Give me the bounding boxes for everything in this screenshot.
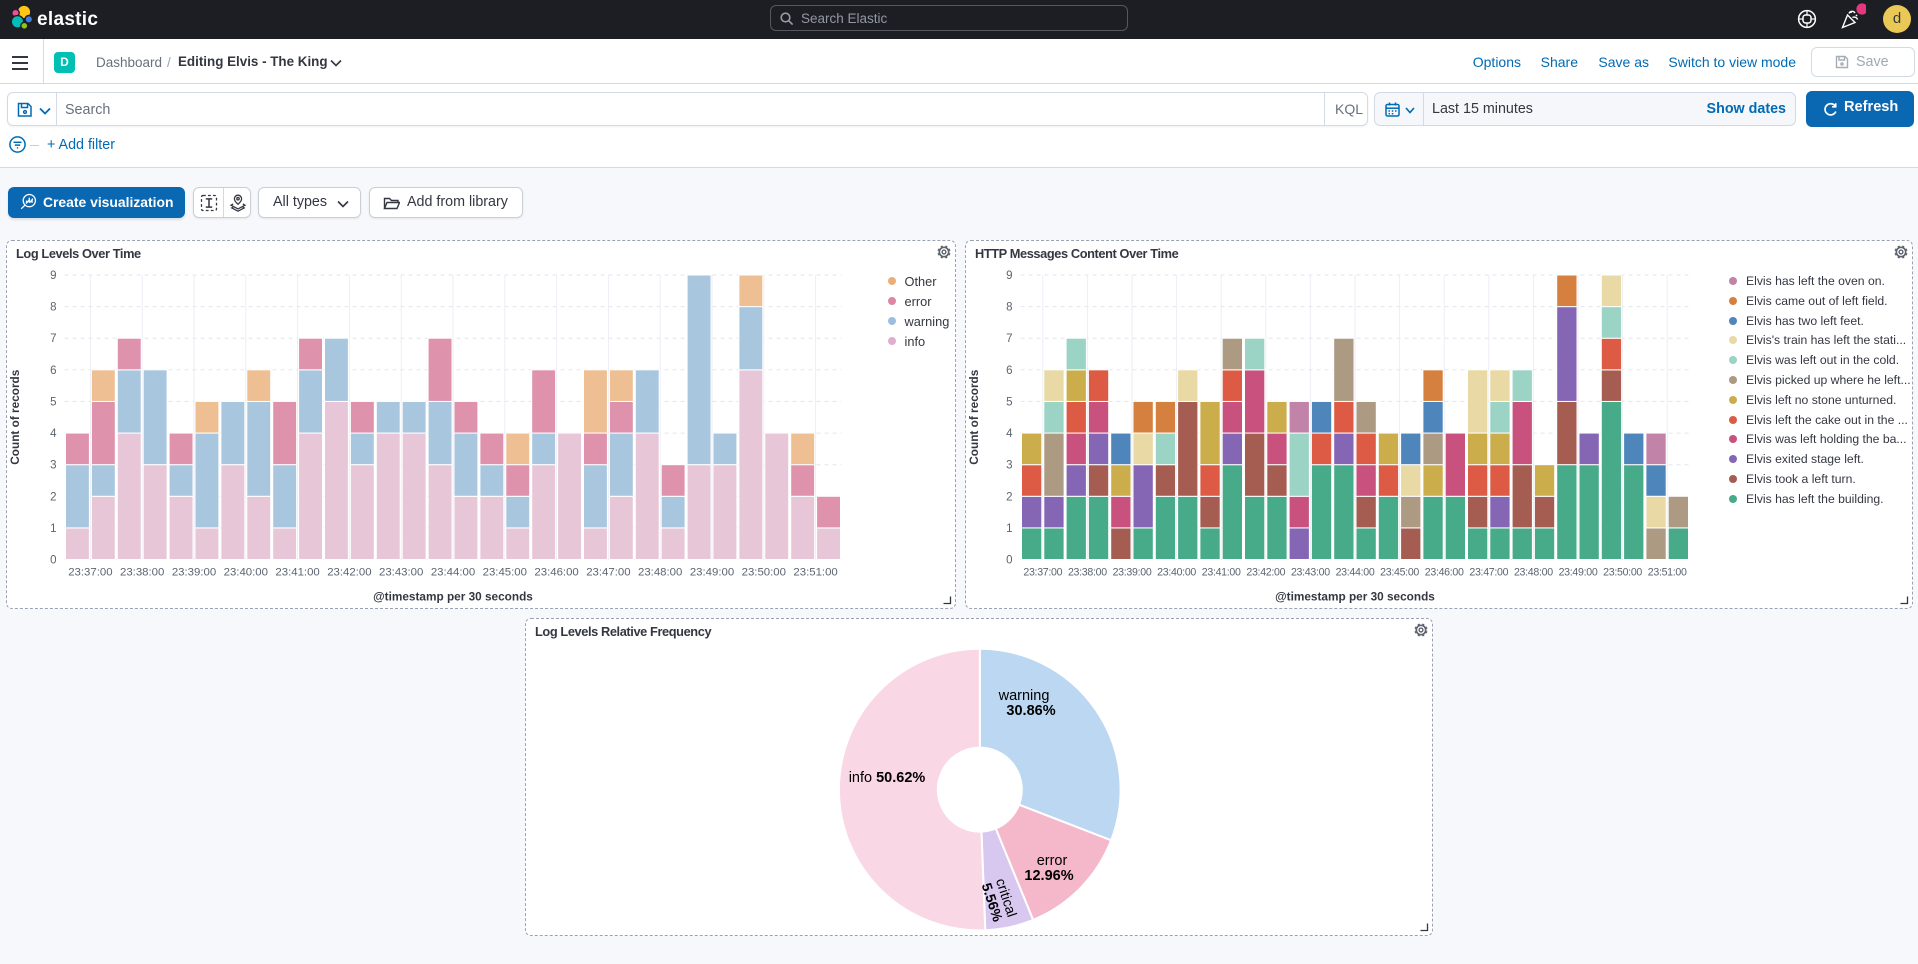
svg-text:1: 1 bbox=[50, 523, 56, 535]
svg-text:30.86%: 30.86% bbox=[1006, 703, 1055, 719]
svg-text:2: 2 bbox=[50, 491, 56, 503]
svg-text:5: 5 bbox=[1006, 396, 1012, 408]
svg-text:23:47:00: 23:47:00 bbox=[586, 567, 630, 579]
svg-text:8: 8 bbox=[50, 302, 56, 314]
svg-text:23:38:00: 23:38:00 bbox=[1068, 567, 1107, 579]
svg-text:23:51:00: 23:51:00 bbox=[793, 567, 837, 579]
svg-text:23:40:00: 23:40:00 bbox=[1157, 567, 1196, 579]
svg-text:23:41:00: 23:41:00 bbox=[1202, 567, 1241, 579]
svg-text:23:50:00: 23:50:00 bbox=[1603, 567, 1642, 579]
svg-text:@timestamp per 30 seconds: @timestamp per 30 seconds bbox=[1275, 590, 1435, 604]
svg-text:23:40:00: 23:40:00 bbox=[224, 567, 268, 579]
svg-text:Count of records: Count of records bbox=[8, 369, 22, 464]
svg-text:12.96%: 12.96% bbox=[1024, 868, 1073, 884]
svg-text:23:47:00: 23:47:00 bbox=[1469, 567, 1508, 579]
svg-text:2: 2 bbox=[1006, 491, 1012, 503]
svg-text:info 50.62%: info 50.62% bbox=[849, 770, 926, 786]
svg-text:0: 0 bbox=[1006, 555, 1012, 567]
svg-text:0: 0 bbox=[50, 555, 56, 567]
svg-text:23:37:00: 23:37:00 bbox=[68, 567, 112, 579]
svg-text:23:43:00: 23:43:00 bbox=[1291, 567, 1330, 579]
svg-text:7: 7 bbox=[1006, 333, 1012, 345]
svg-text:Count of records: Count of records bbox=[967, 369, 981, 464]
svg-text:23:42:00: 23:42:00 bbox=[1246, 567, 1285, 579]
svg-text:23:39:00: 23:39:00 bbox=[1113, 567, 1152, 579]
svg-text:23:39:00: 23:39:00 bbox=[172, 567, 216, 579]
svg-text:23:46:00: 23:46:00 bbox=[534, 567, 578, 579]
svg-text:warning: warning bbox=[998, 688, 1050, 704]
svg-text:error: error bbox=[1037, 853, 1068, 869]
svg-text:9: 9 bbox=[1006, 270, 1012, 282]
svg-text:23:49:00: 23:49:00 bbox=[1559, 567, 1598, 579]
svg-text:@timestamp per 30 seconds: @timestamp per 30 seconds bbox=[373, 590, 533, 604]
svg-text:23:37:00: 23:37:00 bbox=[1023, 567, 1062, 579]
svg-text:23:43:00: 23:43:00 bbox=[379, 567, 423, 579]
svg-text:3: 3 bbox=[50, 460, 56, 472]
svg-text:6: 6 bbox=[50, 365, 56, 377]
svg-text:23:48:00: 23:48:00 bbox=[1514, 567, 1553, 579]
svg-text:8: 8 bbox=[1006, 302, 1012, 314]
svg-text:23:51:00: 23:51:00 bbox=[1648, 567, 1687, 579]
svg-text:4: 4 bbox=[1006, 428, 1013, 440]
svg-text:23:49:00: 23:49:00 bbox=[690, 567, 734, 579]
svg-text:23:41:00: 23:41:00 bbox=[275, 567, 319, 579]
svg-text:23:46:00: 23:46:00 bbox=[1425, 567, 1464, 579]
svg-text:3: 3 bbox=[1006, 460, 1012, 472]
svg-text:23:45:00: 23:45:00 bbox=[1380, 567, 1419, 579]
svg-text:23:44:00: 23:44:00 bbox=[1336, 567, 1375, 579]
svg-text:23:44:00: 23:44:00 bbox=[431, 567, 475, 579]
svg-text:23:50:00: 23:50:00 bbox=[742, 567, 786, 579]
svg-text:7: 7 bbox=[50, 333, 56, 345]
svg-text:4: 4 bbox=[50, 428, 57, 440]
svg-text:9: 9 bbox=[50, 270, 56, 282]
svg-text:1: 1 bbox=[1006, 523, 1012, 535]
svg-text:6: 6 bbox=[1006, 365, 1012, 377]
svg-text:23:48:00: 23:48:00 bbox=[638, 567, 682, 579]
svg-text:23:38:00: 23:38:00 bbox=[120, 567, 164, 579]
svg-text:23:45:00: 23:45:00 bbox=[483, 567, 527, 579]
svg-text:23:42:00: 23:42:00 bbox=[327, 567, 371, 579]
svg-text:5: 5 bbox=[50, 396, 56, 408]
